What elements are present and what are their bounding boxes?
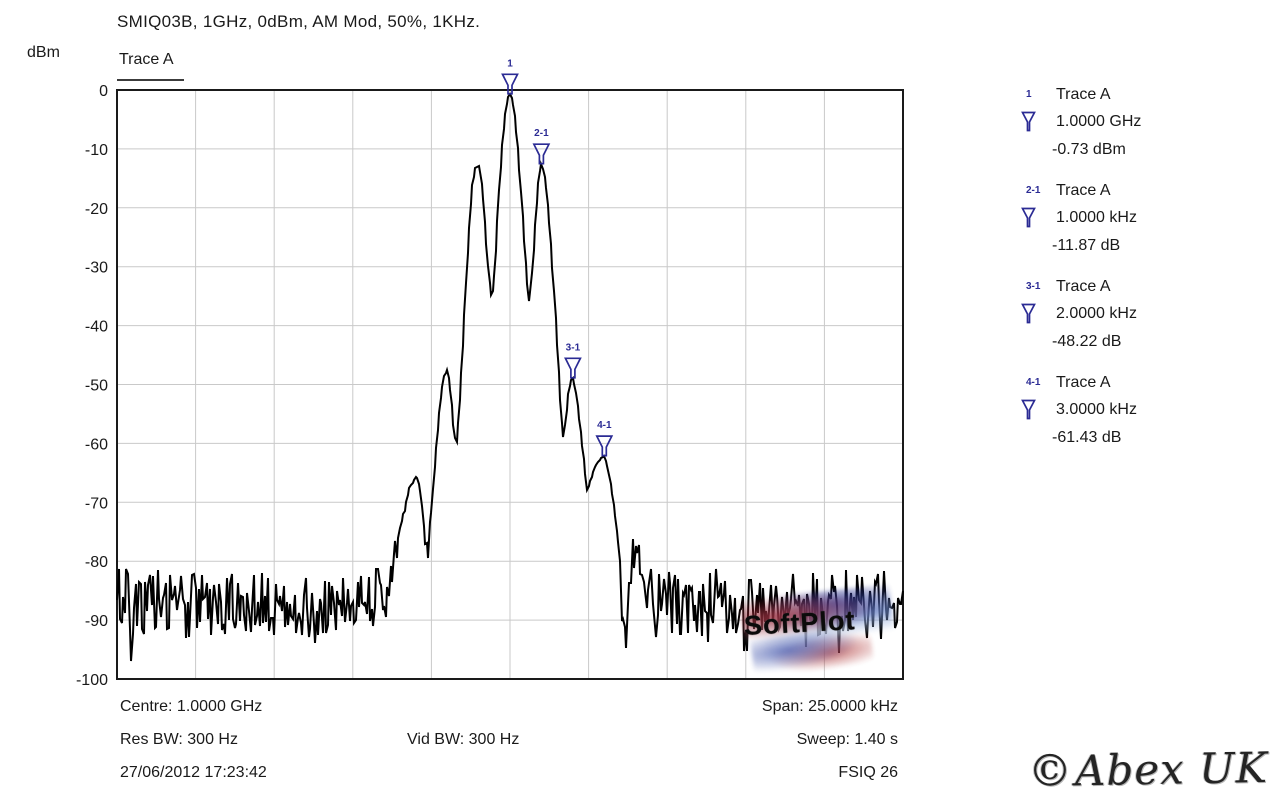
y-axis-tick-labels: 0 -10 -20 -30 -40 -50 -60 -70 -80 -90 -100 [76, 83, 108, 689]
marker-triangle-icon [1021, 399, 1036, 420]
marker-frequency-value: 3.0000 kHz [1056, 401, 1137, 418]
y-tick-label: 0 [99, 83, 108, 100]
abex-uk-text: Abex UK [1074, 742, 1269, 796]
plot-border [116, 89, 904, 680]
marker-triangle-icon[interactable] [501, 73, 519, 95]
marker-triangle-icon[interactable] [564, 357, 582, 379]
marker-level-value: -61.43 dB [1052, 429, 1122, 446]
legend-entry-marker-3-1: 3-1 Trace A 2.0000 kHz -48.22 dB [1016, 278, 1226, 360]
marker-triangle-icon [1021, 207, 1036, 228]
marker-id-label: 3-1 [566, 342, 581, 353]
y-tick-label: -90 [85, 613, 108, 630]
marker-id-label: 1 [507, 58, 513, 69]
legend-trace-label: Trace A [1056, 278, 1111, 295]
marker-triangle-icon [1021, 303, 1036, 324]
trace-a-underline [117, 79, 184, 81]
measurement-title: SMIQ03B, 1GHz, 0dBm, AM Mod, 50%, 1KHz. [117, 12, 481, 31]
marker-frequency-value: 2.0000 kHz [1056, 305, 1137, 322]
marker-id-label: 2-1 [534, 128, 549, 139]
y-tick-label: -10 [85, 142, 108, 159]
marker-triangle-icon[interactable] [532, 143, 551, 165]
y-tick-label: -40 [85, 319, 108, 336]
y-tick-label: -30 [85, 260, 108, 277]
marker-id-label: 1 [1026, 89, 1032, 100]
y-tick-label: -50 [85, 378, 108, 395]
plot-marker-4-1[interactable]: 4-1 [595, 420, 614, 457]
instrument-name-readout: FSIQ 26 [838, 764, 898, 781]
trace-a-label: Trace A [119, 51, 174, 68]
marker-frequency-value: 1.0000 GHz [1056, 113, 1142, 130]
y-tick-label: -80 [85, 554, 108, 571]
abex-uk-logo: ©Abex UK [1028, 742, 1277, 797]
marker-id-label: 3-1 [1026, 281, 1041, 292]
marker-level-value: -0.73 dBm [1052, 141, 1126, 158]
y-tick-label: -60 [85, 436, 108, 453]
span-readout: Span: 25.0000 kHz [761, 698, 898, 715]
y-tick-label: -20 [85, 201, 108, 218]
legend-entry-marker-1: 1 Trace A 1.0000 GHz -0.73 dBm [1016, 86, 1226, 168]
legend-entry-marker-4-1: 4-1 Trace A 3.0000 kHz -61.43 dB [1016, 374, 1226, 456]
resolution-bandwidth-readout: Res BW: 300 Hz [120, 731, 238, 748]
y-tick-label: -70 [85, 495, 108, 512]
y-tick-label: -100 [76, 672, 108, 689]
plot-marker-3-1[interactable]: 3-1 [564, 342, 582, 379]
video-bandwidth-readout: Vid BW: 300 Hz [407, 731, 520, 748]
sweep-time-readout: Sweep: 1.40 s [796, 731, 898, 748]
marker-id-label: 4-1 [1026, 377, 1041, 388]
marker-frequency-value: 1.0000 kHz [1056, 209, 1137, 226]
marker-triangle-icon[interactable] [595, 435, 614, 457]
legend-trace-label: Trace A [1056, 86, 1111, 103]
marker-triangle-icon [1021, 111, 1036, 132]
plot-grid [117, 90, 903, 679]
timestamp-readout: 27/06/2012 17:23:42 [120, 764, 267, 781]
centre-frequency-readout: Centre: 1.0000 GHz [120, 698, 263, 715]
plot-marker-1[interactable]: 1 [501, 58, 519, 95]
marker-level-value: -11.87 dB [1052, 237, 1121, 254]
marker-id-label: 2-1 [1026, 185, 1041, 196]
marker-id-label: 4-1 [597, 420, 612, 431]
plot-marker-2-1[interactable]: 2-1 [532, 128, 551, 165]
y-axis-unit-label: dBm [27, 44, 60, 61]
copyright-symbol: © [1027, 745, 1074, 798]
marker-level-value: -48.22 dB [1052, 333, 1122, 350]
legend-trace-label: Trace A [1056, 182, 1111, 199]
legend-trace-label: Trace A [1056, 374, 1111, 391]
legend-entry-marker-2-1: 2-1 Trace A 1.0000 kHz -11.87 dB [1016, 182, 1226, 264]
